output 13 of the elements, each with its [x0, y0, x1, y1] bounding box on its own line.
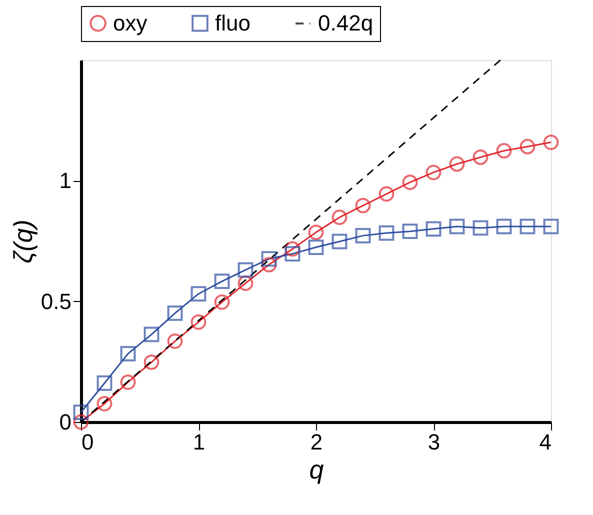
x-tick-label: 3 [428, 430, 440, 454]
y-tick-label: 1 [59, 168, 72, 194]
legend-label: oxy [113, 10, 148, 36]
y-tick-label: 0 [59, 410, 72, 434]
x-tick-label: 1 [192, 430, 206, 454]
x-tick-label: 4 [539, 430, 552, 454]
legend-label: fluo [215, 10, 250, 36]
x-axis-title: q [309, 454, 324, 484]
y-axis-title: ζ(q) [8, 220, 38, 264]
y-tick-label: 0.5 [40, 288, 72, 314]
x-tick-label: 2 [310, 430, 323, 454]
legend-label: 0.42q [318, 10, 374, 36]
x-tick-label: 0 [82, 430, 94, 454]
